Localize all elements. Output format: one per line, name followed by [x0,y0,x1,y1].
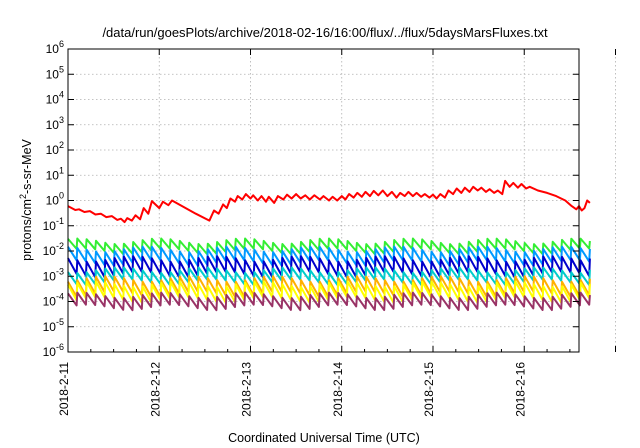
y-tick-base: 10 [43,219,57,233]
y-tick-base: 10 [43,320,57,334]
y-tick-label: 10-6 [43,342,64,359]
y-tick-label: 10-2 [43,241,64,258]
y-tick-exponent: 4 [59,90,64,100]
y-tick-label: 10-3 [43,266,64,283]
x-tick-label: 2018-2-14 [331,362,345,417]
y-tick-base: 10 [46,118,60,132]
y-tick-base: 10 [46,168,60,182]
y-tick-exponent: -6 [56,342,64,352]
y-tick-base: 10 [43,244,57,258]
y-tick-exponent: 3 [59,115,64,125]
y-tick-labels: 10-610-510-410-310-210-11001011021031041… [43,39,64,359]
x-tick-label: 2018-2-13 [240,362,254,417]
y-tick-label: 103 [46,115,64,132]
y-tick-label: 100 [46,191,64,208]
y-tick-base: 10 [46,93,60,107]
y-tick-exponent: 1 [59,165,64,175]
x-tick-label: 2018-2-11 [57,362,71,416]
y-tick-base: 10 [46,143,60,157]
y-tick-exponent: -3 [56,266,64,276]
y-tick-base: 10 [46,67,60,81]
chart-title: /data/run/goesPlots/archive/2018-02-16/1… [102,25,548,40]
series-line-1 [67,179,591,224]
y-tick-exponent: -1 [56,216,64,226]
y-tick-label: 104 [46,90,64,107]
y-tick-label: 10-4 [43,292,64,309]
x-tick-label: 2018-2-16 [513,362,527,417]
y-tick-label: 10-5 [43,317,64,334]
y-tick-exponent: 2 [59,140,64,150]
y-tick-label: 10-1 [43,216,64,233]
y-tick-base: 10 [46,42,60,56]
y-tick-label: 101 [46,165,64,182]
y-axis-label-superscript: 2 [18,194,28,199]
y-tick-label: 106 [46,39,64,56]
x-axis-label: Coordinated Universal Time (UTC) [228,431,420,445]
y-tick-base: 10 [43,295,57,309]
y-tick-label: 102 [46,140,64,157]
series-layer [67,179,591,312]
y-tick-exponent: 5 [59,64,64,74]
y-tick-exponent: -2 [56,241,64,251]
y-tick-exponent: 0 [59,191,64,201]
y-tick-base: 10 [43,269,57,283]
y-tick-exponent: -5 [56,317,64,327]
y-axis-label: protons/cm2-s-sr-MeV [18,138,34,260]
y-tick-base: 10 [46,194,60,208]
series-line-2 [67,237,591,256]
x-tick-labels: 2018-2-11 2018-2-12 2018-2-13 2018-2-14 2018… [57,362,527,417]
series-line-3 [67,245,591,267]
y-tick-exponent: 6 [59,39,64,49]
y-axis-label-main: protons/cm [20,199,34,261]
x-tick-label: 2018-2-12 [148,362,162,417]
y-tick-label: 105 [46,64,64,81]
y-axis-label-suffix: -s-sr-MeV [20,138,34,194]
x-tick-label: 2018-2-15 [422,362,436,417]
series-line-8 [67,291,591,312]
y-tick-exponent: -4 [56,292,64,302]
tick-marks [68,48,616,353]
y-tick-base: 10 [43,345,57,359]
